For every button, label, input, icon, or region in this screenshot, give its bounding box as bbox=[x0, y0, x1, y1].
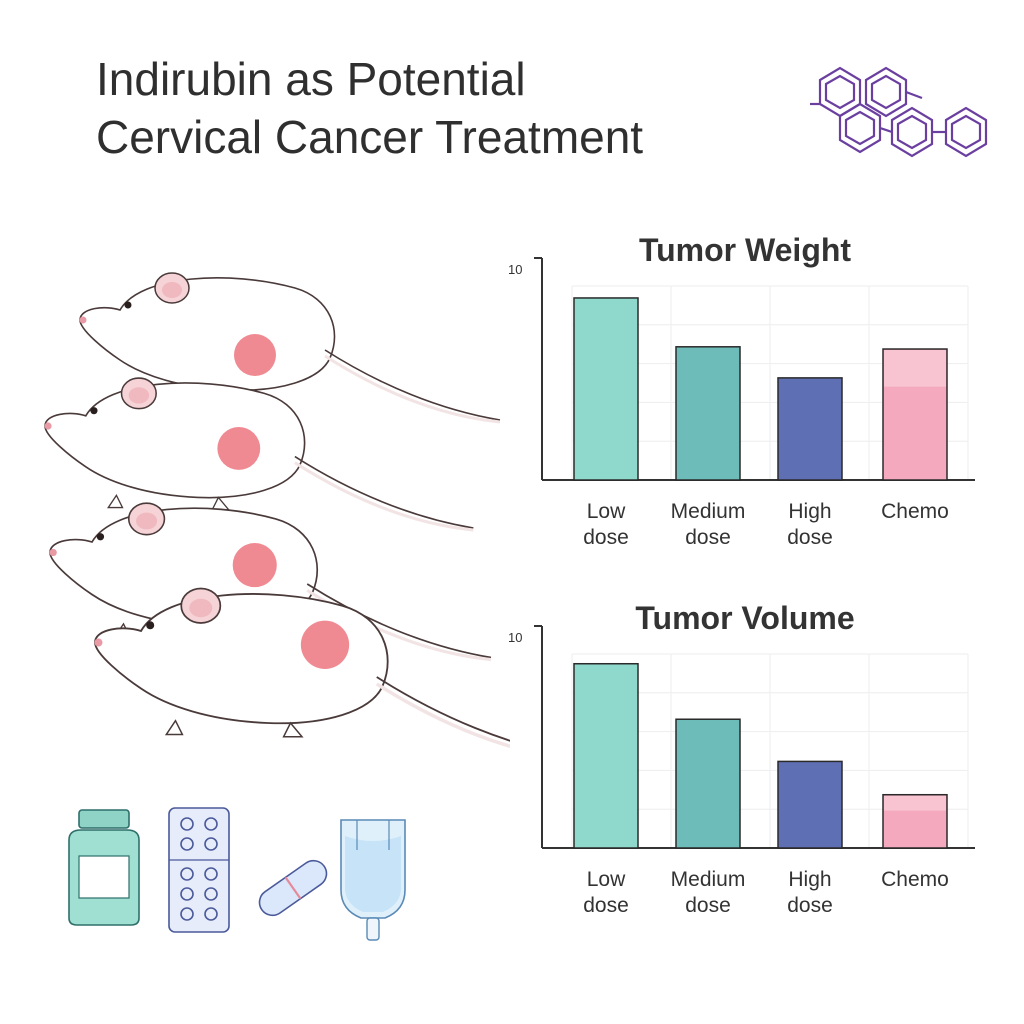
x-tick-label-line: High bbox=[788, 868, 831, 891]
mouse-icon bbox=[78, 271, 502, 424]
x-tick-label: Medium dose bbox=[671, 500, 746, 549]
bar-low bbox=[573, 662, 639, 849]
x-tick-label: Medium dose bbox=[671, 868, 746, 917]
x-tick-label: Low dose bbox=[583, 868, 629, 917]
page-title: Indirubin as Potential Cervical Cancer T… bbox=[96, 50, 796, 166]
bar-chemo-highlight bbox=[884, 350, 946, 387]
bar-medium bbox=[675, 718, 741, 849]
x-tick-label-line: dose bbox=[787, 526, 833, 549]
x-tick-label-line: dose bbox=[685, 526, 731, 549]
y-tick-label: 10 bbox=[508, 262, 522, 277]
chart-title: Tumor Weight bbox=[638, 232, 852, 268]
mice-illustration bbox=[42, 271, 510, 762]
x-tick-label-line: dose bbox=[685, 894, 731, 917]
title-line-2: Cervical Cancer Treatment bbox=[96, 111, 644, 163]
mouse-icon bbox=[42, 376, 475, 532]
mouse-icon bbox=[92, 586, 510, 762]
medicine-bottle-icon bbox=[68, 809, 140, 926]
mouse-icon bbox=[47, 501, 493, 662]
tumor-weight-plot: 10 Low dose Medium dose High dose Chemo bbox=[508, 257, 975, 549]
x-tick-label: Chemo bbox=[881, 500, 949, 523]
tumor-volume-plot: 10 Low dose Medium dose High dose Chemo bbox=[508, 625, 975, 917]
x-tick-label-line: Medium bbox=[671, 500, 746, 523]
x-tick-label-line: Low bbox=[587, 500, 626, 523]
bar-low bbox=[573, 297, 639, 481]
x-tick-label-line: dose bbox=[583, 894, 629, 917]
x-tick-label: Chemo bbox=[881, 868, 949, 891]
x-tick-label-line: High bbox=[788, 500, 831, 523]
x-tick-label-line: dose bbox=[583, 526, 629, 549]
x-tick-label-line: Medium bbox=[671, 868, 746, 891]
iv-bag-icon bbox=[340, 819, 406, 941]
medical-supplies bbox=[68, 807, 406, 941]
title-line-1: Indirubin as Potential bbox=[96, 53, 526, 105]
bar-chemo-highlight bbox=[884, 795, 946, 811]
x-tick-label-line: Chemo bbox=[881, 500, 949, 523]
x-tick-label-line: Low bbox=[587, 868, 626, 891]
y-tick-label: 10 bbox=[508, 630, 522, 645]
bar-high bbox=[777, 760, 843, 849]
capsule-icon bbox=[258, 859, 328, 917]
bar-medium bbox=[675, 346, 741, 481]
molecule-structure-icon bbox=[810, 66, 988, 158]
bar-high bbox=[777, 377, 843, 481]
blister-pack-icon bbox=[168, 807, 230, 933]
x-tick-label: High dose bbox=[787, 500, 833, 549]
x-tick-label-line: Chemo bbox=[881, 868, 949, 891]
x-tick-label: High dose bbox=[787, 868, 833, 917]
chart-title: Tumor Volume bbox=[635, 600, 855, 636]
tumor-weight-chart: Tumor Weight 10 Low dose Medium dose High dose… bbox=[500, 230, 990, 560]
tumor-volume-chart: Tumor Volume 10 Low dose Medium dose High dose… bbox=[500, 598, 990, 928]
x-tick-label-line: dose bbox=[787, 894, 833, 917]
x-tick-label: Low dose bbox=[583, 500, 629, 549]
